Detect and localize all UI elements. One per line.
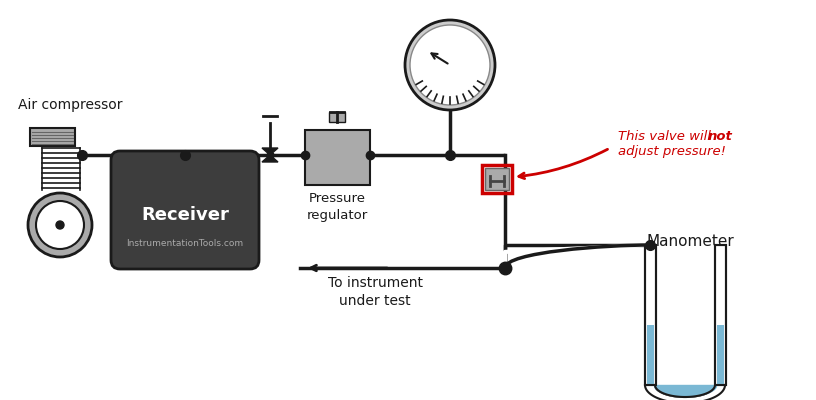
Text: Manometer: Manometer	[646, 234, 734, 250]
Bar	[645, 245, 656, 385]
Bar	[647, 325, 654, 385]
FancyBboxPatch shape	[111, 151, 259, 269]
Bar	[645, 245, 656, 385]
Text: Receiver: Receiver	[141, 206, 229, 224]
Bar	[717, 325, 724, 385]
Bar	[305, 130, 370, 185]
Text: adjust pressure!: adjust pressure!	[618, 146, 726, 158]
Bar	[715, 245, 726, 385]
Bar	[482, 165, 512, 193]
Text: Air compressor: Air compressor	[18, 98, 122, 112]
Text: Pressure
regulator: Pressure regulator	[307, 192, 368, 222]
Circle shape	[28, 193, 92, 257]
Circle shape	[405, 20, 495, 110]
Polygon shape	[262, 155, 278, 162]
Circle shape	[36, 201, 84, 249]
Bar	[30, 128, 75, 146]
Bar	[715, 245, 726, 385]
Circle shape	[410, 25, 490, 105]
Text: This valve will: This valve will	[618, 130, 715, 144]
Bar	[329, 112, 345, 122]
Text: not: not	[708, 130, 733, 144]
Polygon shape	[262, 148, 278, 155]
Text: InstrumentationTools.com: InstrumentationTools.com	[126, 240, 243, 248]
Circle shape	[56, 221, 64, 229]
Polygon shape	[655, 385, 715, 397]
Text: To instrument
under test: To instrument under test	[327, 276, 423, 308]
Bar	[485, 168, 509, 190]
